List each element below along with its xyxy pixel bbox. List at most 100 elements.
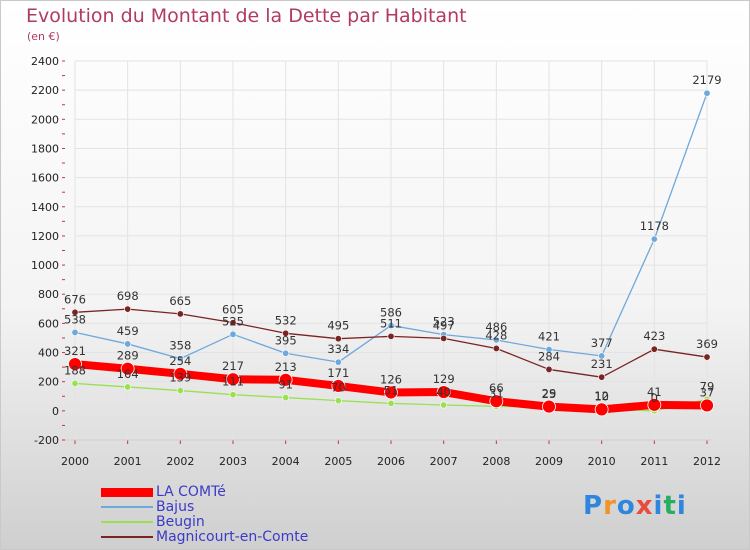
logo-letter: t <box>663 491 677 521</box>
data-point <box>331 379 346 393</box>
data-label: 284 <box>538 349 560 363</box>
data-label: 213 <box>275 360 297 374</box>
data-label: 10 <box>594 389 609 403</box>
data-label: 486 <box>485 320 507 334</box>
data-point <box>71 379 79 387</box>
data-label: 525 <box>222 314 244 328</box>
data-point <box>334 335 342 343</box>
x-tick-label: 2001 <box>114 455 142 468</box>
data-point <box>545 365 553 373</box>
data-point <box>226 372 240 387</box>
data-label: 523 <box>433 315 455 329</box>
data-label: 586 <box>380 305 402 319</box>
data-point <box>282 394 290 402</box>
y-tick-label: 2000 <box>31 113 59 126</box>
data-point <box>334 397 342 405</box>
y-tick-label: -200 <box>34 434 59 447</box>
data-point <box>492 336 500 344</box>
data-point <box>492 344 500 352</box>
data-point <box>71 308 79 316</box>
data-label: 66 <box>489 381 504 395</box>
data-point <box>176 387 184 395</box>
legend-label: Beugin <box>156 514 205 530</box>
data-point <box>282 329 290 337</box>
y-tick-label: 1000 <box>31 259 59 272</box>
legend-label: LA COMTé <box>156 484 226 500</box>
data-label: 40 <box>436 385 451 399</box>
data-label-layer: 321 289 254 217 213 171 126 129 66 29 10 41 37 538 459… <box>64 73 722 405</box>
y-tick-label: 0 <box>52 405 59 418</box>
data-label: 25 <box>542 387 557 401</box>
legend-label: Magnicourt-en-Comte <box>156 529 309 545</box>
data-label: 41 <box>647 385 662 399</box>
data-point <box>598 352 606 360</box>
y-tick-label: 200 <box>38 376 59 389</box>
data-label: 79 <box>700 379 715 393</box>
data-point <box>120 361 135 376</box>
data-point <box>387 321 395 329</box>
legend-swatch <box>101 521 153 523</box>
data-label: 495 <box>327 319 349 333</box>
data-point <box>650 235 658 243</box>
data-label: 51 <box>384 383 399 397</box>
x-tick-label: 2010 <box>588 455 616 468</box>
logo-letter: i <box>653 491 664 521</box>
axis-layer: -200020040060080010001200140016001800200… <box>31 55 721 468</box>
x-tick-label: 2006 <box>377 455 405 468</box>
data-point <box>124 383 132 391</box>
data-label: 254 <box>169 354 191 368</box>
data-point <box>440 401 448 409</box>
data-point <box>229 391 237 399</box>
data-point <box>176 310 184 318</box>
legend-swatch <box>101 506 153 508</box>
data-point <box>384 385 398 400</box>
data-label: 321 <box>64 344 86 358</box>
data-label: 139 <box>169 371 191 385</box>
data-point <box>545 345 553 353</box>
data-point <box>124 340 132 348</box>
legend-swatch <box>101 488 153 497</box>
legend-swatch <box>101 536 153 538</box>
data-label: 334 <box>327 342 349 356</box>
data-label: 665 <box>169 294 191 308</box>
data-label: 676 <box>64 292 86 306</box>
data-point <box>229 330 237 338</box>
data-label: 0 <box>651 391 658 405</box>
logo-letter: i <box>676 491 687 521</box>
data-label: 395 <box>275 333 297 347</box>
y-tick-label: 400 <box>38 347 59 360</box>
data-point <box>173 366 188 381</box>
x-tick-label: 2007 <box>430 455 458 468</box>
data-point <box>650 345 658 353</box>
data-label: 421 <box>538 329 560 343</box>
logo-letter: x <box>635 491 654 521</box>
y-tick-label: 1600 <box>31 172 59 185</box>
series-layer <box>68 89 714 417</box>
data-label: 217 <box>222 359 244 373</box>
x-tick-label: 2009 <box>535 455 563 468</box>
y-tick-label: 2400 <box>31 55 59 68</box>
data-label: 1178 <box>640 219 669 233</box>
data-point <box>229 319 237 327</box>
y-tick-label: 1400 <box>31 201 59 214</box>
data-label: 111 <box>222 375 244 389</box>
x-tick-label: 2005 <box>324 455 352 468</box>
y-tick-label: 2200 <box>31 84 59 97</box>
data-label: 369 <box>696 337 718 351</box>
data-label: 511 <box>380 316 402 330</box>
data-point <box>700 398 714 413</box>
data-label: 459 <box>117 324 139 338</box>
data-point <box>594 402 609 417</box>
data-point <box>68 357 82 371</box>
data-label: 164 <box>117 367 139 381</box>
data-label: 12 <box>594 389 609 403</box>
data-label: 377 <box>591 336 613 350</box>
x-tick-label: 2011 <box>640 455 668 468</box>
data-point <box>703 89 711 97</box>
data-label: 497 <box>433 318 455 332</box>
data-point <box>124 305 132 313</box>
data-label: 188 <box>64 363 86 377</box>
logo-letter: P <box>583 491 604 521</box>
data-label: 29 <box>542 387 557 401</box>
